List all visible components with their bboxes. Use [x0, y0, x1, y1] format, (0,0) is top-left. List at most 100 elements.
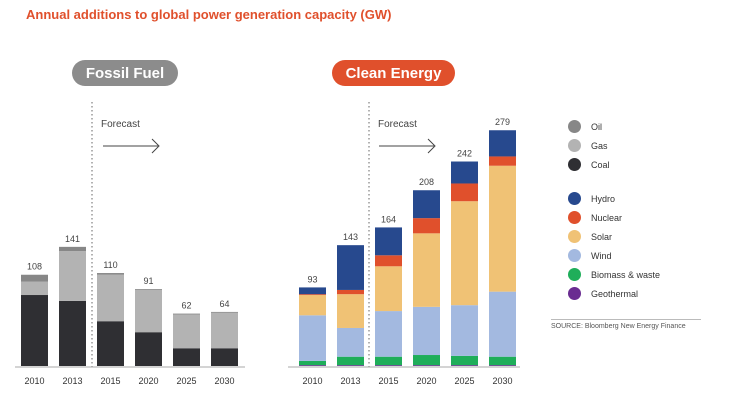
- clean-energy-bar-hydro-2020: [413, 190, 440, 219]
- fossil-fuel-bar-coal-2020: [135, 332, 162, 366]
- fossil-fuel-bar-gas-2025: [173, 314, 200, 349]
- legend-label-gas: Gas: [591, 140, 608, 151]
- fossil-fuel-bar-oil-2013: [59, 246, 86, 252]
- clean-energy-bar-wind-2025: [451, 305, 478, 356]
- legend-item-geothermal: Geothermal: [568, 287, 638, 300]
- clean-energy-bar-geothermal-2020: [413, 365, 440, 366]
- source-divider: [551, 319, 701, 320]
- fossil-fuel-tick-label-2010: 2010: [24, 376, 44, 386]
- fossil-fuel-tick-label-2020: 2020: [138, 376, 158, 386]
- fossil-fuel-tick-label-2025: 2025: [176, 376, 196, 386]
- clean-energy-bar-solar-2013: [337, 294, 364, 328]
- clean-energy-bar-biomass-waste-2015: [375, 356, 402, 366]
- clean-energy-total-label-2013: 143: [343, 232, 358, 242]
- clean-energy-total-label-2020: 208: [419, 177, 434, 187]
- clean-energy-bar-geothermal-2015: [375, 365, 402, 366]
- fossil-fuel-bar-coal-2013: [59, 300, 86, 366]
- fossil-fuel-bar-gas-2020: [135, 289, 162, 333]
- clean-energy-bar-biomass-waste-2010: [299, 360, 326, 366]
- clean-energy-bar-biomass-waste-2030: [489, 356, 516, 366]
- fossil-fuel-label: Fossil Fuel: [72, 60, 178, 86]
- legend-label-wind: Wind: [591, 250, 612, 261]
- legend-swatch-gas: [568, 139, 581, 152]
- legend-swatch-solar: [568, 230, 581, 243]
- clean-energy-total-label-2025: 242: [457, 149, 472, 159]
- clean-energy-tick-label-2010: 2010: [302, 376, 322, 386]
- fossil-fuel-total-label-2015: 110: [103, 260, 117, 270]
- legend-label-geothermal: Geothermal: [591, 288, 639, 299]
- legend-label-hydro: Hydro: [591, 193, 616, 204]
- clean-energy-tick-label-2025: 2025: [454, 376, 474, 386]
- clean-energy-bar-nuclear-2015: [375, 255, 402, 267]
- clean-energy-bar-hydro-2015: [375, 227, 402, 256]
- clean-energy-bar-solar-2015: [375, 266, 402, 312]
- fossil-fuel-total-label-2013: 141: [65, 234, 80, 244]
- clean-energy-bar-wind-2015: [375, 311, 402, 357]
- fossil-fuel-tick-label-2015: 2015: [100, 376, 120, 386]
- clean-energy-bar-biomass-waste-2025: [451, 355, 478, 366]
- fossil-fuel-total-label-2030: 64: [219, 299, 229, 309]
- chart-title: Annual additions to global power generat…: [26, 7, 392, 22]
- clean-energy-bar-nuclear-2030: [489, 156, 516, 166]
- fossil-fuel-tick-label-2030: 2030: [214, 376, 234, 386]
- legend-item-gas: Gas: [568, 139, 608, 152]
- clean-energy-total-label-2030: 279: [495, 117, 510, 127]
- legend-swatch-hydro: [568, 192, 581, 205]
- clean-energy-tick-label-2015: 2015: [378, 376, 398, 386]
- legend-swatch-wind: [568, 249, 581, 262]
- legend-item-solar: Solar: [568, 230, 612, 243]
- legend-item-coal: Coal: [568, 158, 610, 171]
- legend-item-wind: Wind: [568, 249, 612, 262]
- fossil-fuel-bar-oil-2025: [173, 313, 200, 315]
- clean-energy-bar-nuclear-2020: [413, 218, 440, 234]
- fossil-fuel-bar-oil-2020: [135, 289, 162, 290]
- clean-energy-bar-solar-2030: [489, 165, 516, 292]
- legend-item-biomass: Biomass & waste: [568, 268, 660, 281]
- fossil-fuel-bar-coal-2010: [21, 295, 48, 366]
- source-note: SOURCE: Bloomberg New Energy Finance: [551, 323, 686, 330]
- clean-energy-bar-biomass-waste-2013: [337, 356, 364, 366]
- fossil-fuel-bar-oil-2030: [211, 311, 238, 313]
- clean-energy-bar-geothermal-2010: [299, 365, 326, 366]
- clean-energy-bar-nuclear-2013: [337, 289, 364, 295]
- clean-energy-bar-geothermal-2025: [451, 365, 478, 366]
- legend-swatch-biomass: [568, 268, 581, 281]
- clean-energy-tick-label-2013: 2013: [340, 376, 360, 386]
- clean-energy-bar-wind-2020: [413, 306, 440, 356]
- fossil-fuel-bar-oil-2010: [21, 274, 48, 282]
- fossil-fuel-bar-coal-2015: [97, 321, 124, 366]
- clean-energy-bar-geothermal-2013: [337, 365, 364, 366]
- legend-item-hydro: Hydro: [568, 192, 615, 205]
- clean-energy-bar-hydro-2030: [489, 130, 516, 157]
- fossil-fuel-bar-gas-2015: [97, 274, 124, 322]
- clean-energy-forecast-arrow-icon: [427, 138, 436, 154]
- clean-energy-bar-wind-2030: [489, 291, 516, 357]
- fossil-fuel-tick-label-2013: 2013: [62, 376, 82, 386]
- clean-energy-tick-label-2030: 2030: [492, 376, 512, 386]
- fossil-fuel-bar-oil-2015: [97, 273, 124, 275]
- clean-energy-tick-label-2020: 2020: [416, 376, 436, 386]
- clean-energy-bar-hydro-2010: [299, 287, 326, 295]
- legend-swatch-nuclear: [568, 211, 581, 224]
- clean-energy-bar-wind-2013: [337, 327, 364, 357]
- clean-energy-total-label-2010: 93: [307, 274, 317, 284]
- clean-energy-total-label-2015: 164: [381, 214, 396, 224]
- clean-energy-bar-nuclear-2025: [451, 183, 478, 202]
- fossil-fuel-bar-gas-2030: [211, 312, 238, 349]
- fossil-fuel-total-label-2010: 108: [27, 262, 42, 272]
- clean-energy-bar-geothermal-2030: [489, 365, 516, 366]
- clean-energy-bar-solar-2025: [451, 201, 478, 306]
- legend-swatch-coal: [568, 158, 581, 171]
- clean-energy-bar-solar-2020: [413, 233, 440, 307]
- clean-energy-bar-solar-2010: [299, 295, 326, 316]
- legend-label-biomass: Biomass & waste: [591, 269, 661, 280]
- fossil-fuel-forecast-arrow-icon: [151, 138, 160, 154]
- fossil-fuel-total-label-2025: 62: [181, 301, 191, 311]
- legend-item-nuclear: Nuclear: [568, 211, 622, 224]
- clean-energy-bar-wind-2010: [299, 315, 326, 361]
- fossil-fuel-bar-coal-2030: [211, 348, 238, 366]
- fossil-forecast-label: Forecast: [101, 119, 140, 130]
- legend-swatch-oil: [568, 120, 581, 133]
- legend-item-oil: Oil: [568, 120, 602, 133]
